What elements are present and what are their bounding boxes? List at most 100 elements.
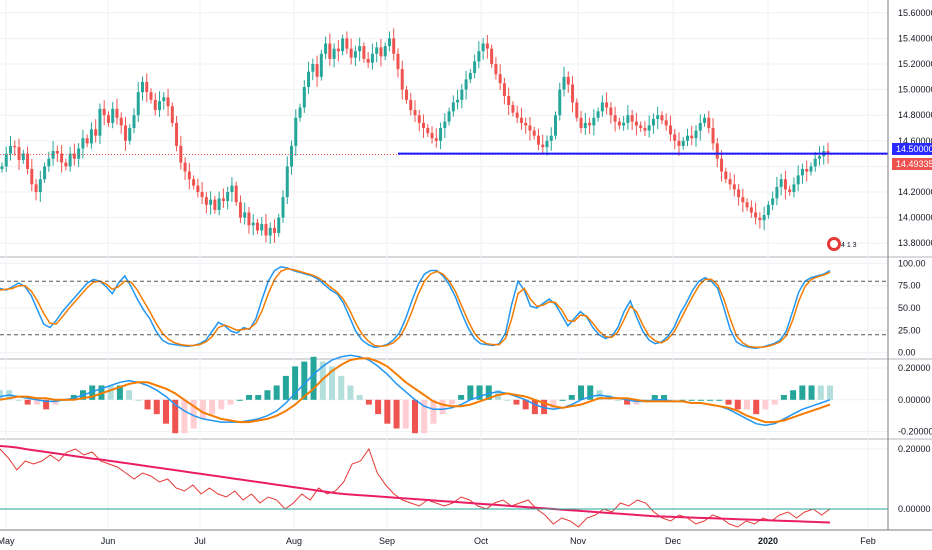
candle-body[interactable] bbox=[166, 97, 170, 107]
candle-body[interactable] bbox=[111, 108, 115, 123]
histogram-bar[interactable] bbox=[808, 385, 815, 400]
candle-body[interactable] bbox=[349, 48, 353, 58]
candle-body[interactable] bbox=[290, 145, 294, 167]
candle-body[interactable] bbox=[507, 96, 511, 105]
histogram-bar[interactable] bbox=[688, 399, 695, 401]
candle-body[interactable] bbox=[136, 92, 140, 116]
histogram-bar[interactable] bbox=[522, 399, 529, 410]
candle-body[interactable] bbox=[345, 38, 349, 49]
series-line[interactable] bbox=[0, 267, 831, 349]
time-axis[interactable]: May Jun Jul Aug Sep Oct Nov Dec 2020 Feb bbox=[0, 529, 932, 546]
candle-body[interactable] bbox=[13, 145, 17, 148]
candle-body[interactable] bbox=[370, 53, 374, 63]
candle-body[interactable] bbox=[251, 222, 255, 226]
candle-body[interactable] bbox=[664, 120, 668, 126]
histogram-bar[interactable] bbox=[52, 399, 59, 405]
histogram-bar[interactable] bbox=[126, 390, 133, 400]
candle-body[interactable] bbox=[647, 125, 651, 131]
histogram-bar[interactable] bbox=[329, 366, 335, 400]
candle-body[interactable] bbox=[47, 158, 51, 167]
histogram-bar[interactable] bbox=[218, 399, 225, 410]
histogram-bar[interactable] bbox=[624, 399, 631, 405]
histogram-bar[interactable] bbox=[0, 390, 3, 400]
candle-body[interactable] bbox=[281, 197, 285, 218]
candle-body[interactable] bbox=[571, 84, 575, 103]
histogram-bar[interactable] bbox=[246, 395, 252, 400]
candle-body[interactable] bbox=[554, 115, 558, 136]
candle-body[interactable] bbox=[724, 171, 728, 180]
candle-body[interactable] bbox=[336, 48, 340, 52]
histogram-bar[interactable] bbox=[439, 399, 446, 415]
candle-body[interactable] bbox=[64, 162, 68, 167]
candle-body[interactable] bbox=[622, 122, 626, 126]
candle-body[interactable] bbox=[634, 121, 638, 126]
histogram-bar[interactable] bbox=[338, 375, 345, 400]
histogram-bar[interactable] bbox=[734, 399, 741, 410]
candle-body[interactable] bbox=[277, 217, 281, 233]
histogram-bar[interactable] bbox=[458, 395, 465, 400]
histogram-bar[interactable] bbox=[135, 399, 142, 401]
histogram-bar[interactable] bbox=[172, 399, 179, 434]
histogram-bar[interactable] bbox=[264, 390, 271, 400]
candle-body[interactable] bbox=[383, 46, 387, 57]
histogram-bar[interactable] bbox=[771, 399, 778, 405]
candle-body[interactable] bbox=[196, 185, 200, 192]
candle-body[interactable] bbox=[4, 153, 8, 167]
candle-body[interactable] bbox=[115, 108, 119, 118]
histogram-bar[interactable] bbox=[790, 390, 797, 400]
candle-body[interactable] bbox=[200, 192, 204, 198]
candle-body[interactable] bbox=[754, 212, 758, 218]
candle-body[interactable] bbox=[260, 224, 264, 231]
histogram-bar[interactable] bbox=[356, 395, 363, 400]
candle-body[interactable] bbox=[217, 198, 221, 210]
candle-body[interactable] bbox=[741, 197, 745, 203]
candle-body[interactable] bbox=[779, 179, 783, 187]
candle-body[interactable] bbox=[0, 166, 4, 169]
histogram-bar[interactable] bbox=[107, 385, 114, 400]
candle-body[interactable] bbox=[328, 43, 332, 59]
candle-body[interactable] bbox=[766, 204, 770, 216]
histogram-bar[interactable] bbox=[716, 399, 723, 401]
histogram-bar[interactable] bbox=[817, 385, 824, 400]
candle-body[interactable] bbox=[541, 144, 545, 148]
histogram-bar[interactable] bbox=[651, 395, 658, 400]
candle-body[interactable] bbox=[426, 128, 430, 134]
histogram-bar[interactable] bbox=[319, 361, 326, 400]
oscillator-pane[interactable] bbox=[0, 445, 888, 528]
histogram-bar[interactable] bbox=[181, 399, 188, 434]
candle-body[interactable] bbox=[221, 198, 225, 201]
candle-body[interactable] bbox=[294, 117, 298, 146]
histogram-bar[interactable] bbox=[375, 399, 382, 415]
candle-body[interactable] bbox=[549, 135, 553, 141]
candle-body[interactable] bbox=[417, 115, 421, 123]
histogram-bar[interactable] bbox=[24, 399, 31, 405]
candle-body[interactable] bbox=[209, 199, 213, 205]
candle-body[interactable] bbox=[485, 43, 489, 49]
candle-body[interactable] bbox=[43, 166, 47, 180]
histogram-bar[interactable] bbox=[153, 399, 160, 415]
candle-body[interactable] bbox=[809, 166, 813, 172]
candle-body[interactable] bbox=[651, 119, 655, 126]
candle-body[interactable] bbox=[434, 138, 438, 141]
histogram-bar[interactable] bbox=[384, 399, 391, 424]
candle-body[interactable] bbox=[404, 89, 408, 100]
candle-body[interactable] bbox=[826, 151, 830, 154]
candle-body[interactable] bbox=[451, 102, 455, 112]
candle-body[interactable] bbox=[247, 212, 251, 226]
candle-body[interactable] bbox=[464, 79, 468, 90]
candle-body[interactable] bbox=[711, 128, 715, 144]
candle-body[interactable] bbox=[668, 125, 672, 135]
candle-body[interactable] bbox=[732, 184, 736, 190]
candle-body[interactable] bbox=[375, 47, 379, 54]
histogram-bar[interactable] bbox=[144, 399, 151, 410]
candle-body[interactable] bbox=[690, 135, 694, 139]
candle-body[interactable] bbox=[494, 64, 498, 75]
candle-body[interactable] bbox=[102, 108, 106, 116]
candle-body[interactable] bbox=[60, 153, 64, 163]
histogram-bar[interactable] bbox=[513, 399, 520, 405]
candle-body[interactable] bbox=[285, 166, 289, 198]
candle-body[interactable] bbox=[409, 99, 413, 111]
histogram-bar[interactable] bbox=[310, 356, 317, 400]
histogram-bar[interactable] bbox=[780, 395, 787, 400]
candle-body[interactable] bbox=[456, 99, 460, 103]
